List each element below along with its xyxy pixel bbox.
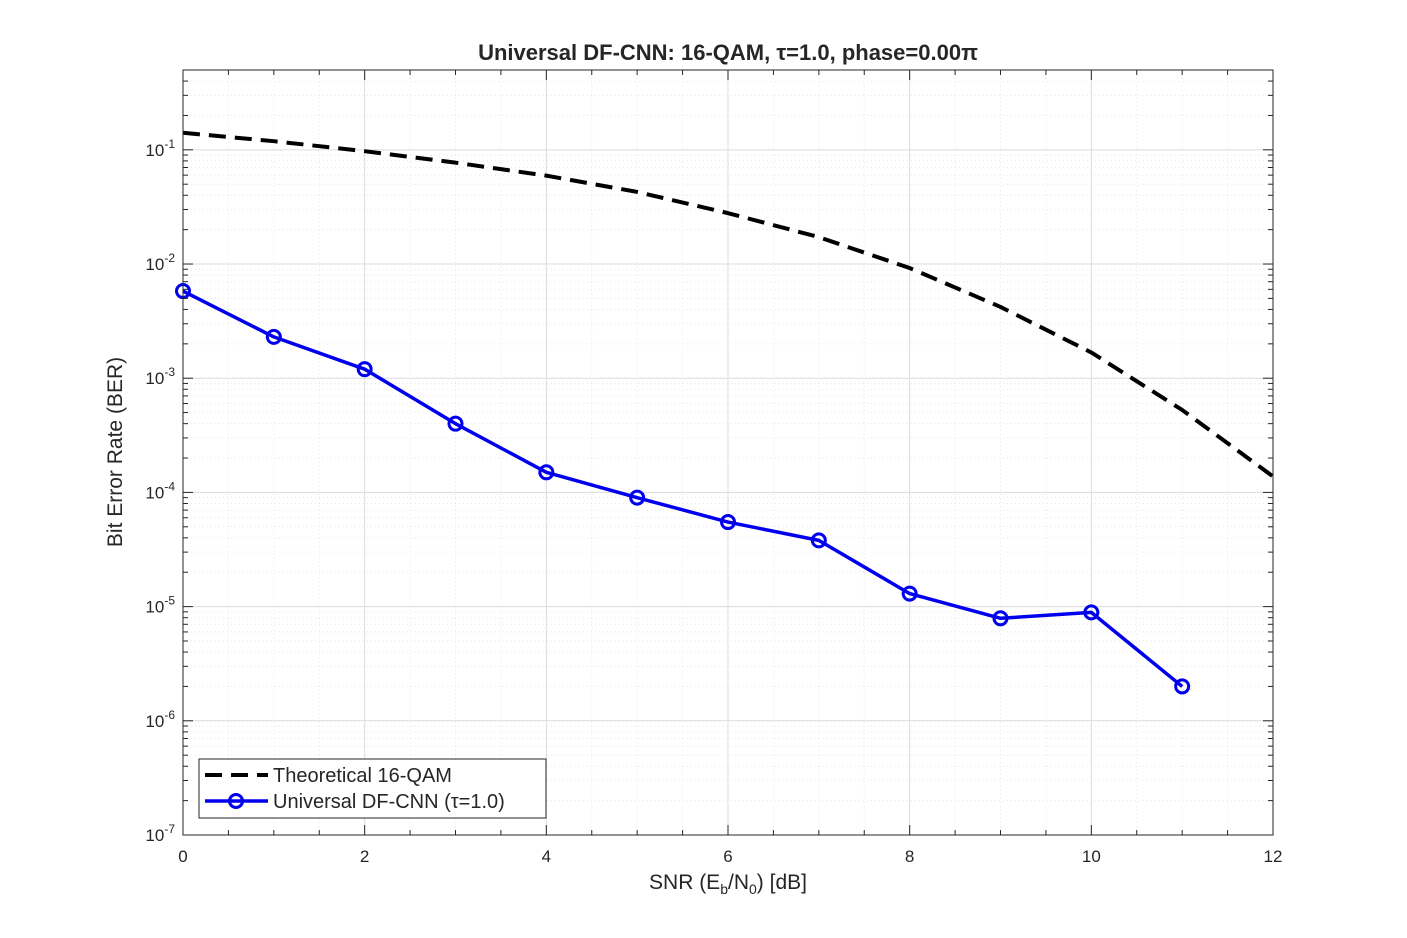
data-point-dfcnn (720, 514, 736, 531)
x-tick-label: 8 (905, 847, 914, 866)
data-point-dfcnn (992, 610, 1009, 627)
y-tick-label: 10-4 (145, 479, 175, 502)
legend-label-theoretical: Theoretical 16-QAM (273, 765, 452, 787)
x-tick-label: 6 (723, 847, 732, 866)
x-tick-label: 0 (178, 847, 187, 866)
y-tick-labels: 10-1 10-2 10-3 10-4 10-5 10-6 10-7 (145, 137, 175, 845)
data-point-dfcnn (538, 464, 555, 481)
y-tick-label: 10-6 (145, 708, 175, 731)
data-point-dfcnn (629, 489, 646, 506)
y-tick-label: 10-5 (145, 594, 175, 617)
data-point-dfcnn (901, 585, 918, 602)
x-tick-label: 10 (1082, 847, 1101, 866)
y-tick-label: 10-2 (145, 251, 175, 274)
x-tick-label: 4 (542, 847, 551, 866)
data-point-dfcnn (810, 532, 827, 549)
x-tick-label: 12 (1264, 847, 1283, 866)
tick-marks (182, 69, 1274, 836)
series-line-theoretical (182, 130, 1275, 479)
y-tick-label: 10-7 (145, 822, 175, 845)
x-axis-title: SNR (Eb/N0) [dB] (649, 871, 807, 897)
data-point-dfcnn (356, 361, 373, 378)
series-line-dfcnn (182, 289, 1184, 688)
series-layer (175, 130, 1275, 695)
x-tick-labels: 0 2 4 6 8 10 12 (178, 847, 1282, 866)
data-point-dfcnn (1174, 678, 1191, 695)
y-tick-label: 10-3 (145, 365, 175, 388)
data-point-dfcnn (1083, 604, 1100, 621)
x-tick-label: 2 (360, 847, 369, 866)
chart-title: Universal DF-CNN: 16-QAM, τ=1.0, phase=0… (478, 40, 978, 65)
legend-label-dfcnn: Universal DF-CNN (τ=1.0) (273, 791, 505, 813)
legend: Theoretical 16-QAM Universal DF-CNN (τ=1… (198, 758, 547, 819)
y-axis-title: Bit Error Rate (BER) (104, 357, 127, 547)
data-point-dfcnn (265, 328, 282, 345)
y-tick-label: 10-1 (145, 137, 175, 160)
legend-box (198, 758, 547, 819)
legend-marker-dfcnn (228, 793, 244, 809)
data-point-dfcnn (447, 415, 464, 432)
